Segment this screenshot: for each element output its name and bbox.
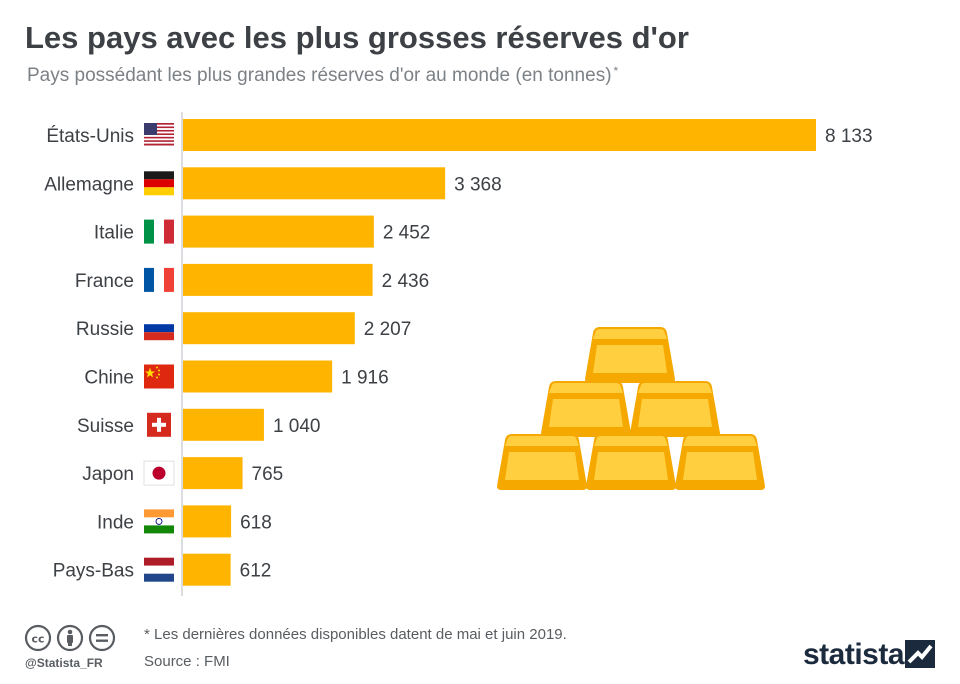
in-flag-icon (144, 509, 174, 534)
subtitle-text: Pays possédant les plus grandes réserves… (27, 65, 612, 86)
ch-flag-icon (147, 412, 171, 437)
cn-flag-icon (144, 364, 174, 389)
nl-flag-icon (144, 557, 174, 582)
bar[interactable] (183, 360, 333, 393)
category-label: Russie (76, 319, 134, 340)
data-label: 3 368 (454, 174, 502, 195)
by-icon (56, 624, 84, 652)
data-label: 2 436 (382, 271, 430, 292)
category-label: Allemagne (44, 174, 134, 195)
bar[interactable] (183, 215, 374, 248)
social-handle: @Statista_FR (25, 656, 103, 670)
data-label: 1 040 (273, 416, 321, 437)
bar[interactable] (183, 408, 264, 441)
category-label: États-Unis (46, 126, 134, 147)
data-label: 2 452 (383, 223, 431, 244)
nd-icon (88, 624, 116, 652)
data-label: 2 207 (364, 319, 412, 340)
category-label: Suisse (77, 416, 134, 437)
de-flag-icon (144, 171, 174, 196)
statista-logo[interactable]: statista (803, 638, 905, 671)
bar[interactable] (183, 505, 232, 538)
category-label: Japon (82, 464, 134, 485)
license-icons: cc (24, 624, 124, 657)
data-label: 765 (252, 464, 284, 485)
chart-title: Les pays avec les plus grosses réserves … (25, 20, 689, 55)
data-label: 618 (240, 512, 272, 533)
bar[interactable] (183, 457, 243, 490)
category-label: France (75, 271, 134, 292)
data-label: 612 (240, 561, 272, 582)
category-label: Pays-Bas (53, 561, 134, 582)
jp-flag-icon (143, 460, 175, 486)
source-note: Source : FMI (144, 653, 230, 670)
ru-flag-icon (144, 316, 174, 341)
it-flag-icon (144, 219, 174, 244)
category-label: Chine (84, 368, 134, 389)
category-label: Italie (94, 223, 134, 244)
bar[interactable] (183, 312, 355, 345)
bar[interactable] (183, 119, 816, 151)
category-label: Inde (97, 512, 134, 533)
data-label: 8 133 (825, 126, 873, 147)
chart-subtitle: Pays possédant les plus grandes réserves… (27, 64, 618, 87)
bar[interactable] (183, 263, 373, 296)
statista-logo-icon[interactable] (905, 640, 935, 668)
gold-bars-stack-icon (497, 327, 765, 490)
cc-icon: cc (24, 624, 52, 652)
subtitle-asterisk: * (613, 64, 619, 78)
bar[interactable] (183, 553, 231, 586)
data-label: 1 916 (341, 368, 389, 389)
bar[interactable] (183, 167, 446, 200)
fr-flag-icon (144, 267, 174, 292)
svg-text:cc: cc (31, 633, 44, 646)
footnote: * Les dernières données disponibles date… (144, 626, 567, 643)
us-flag-icon (144, 123, 174, 146)
